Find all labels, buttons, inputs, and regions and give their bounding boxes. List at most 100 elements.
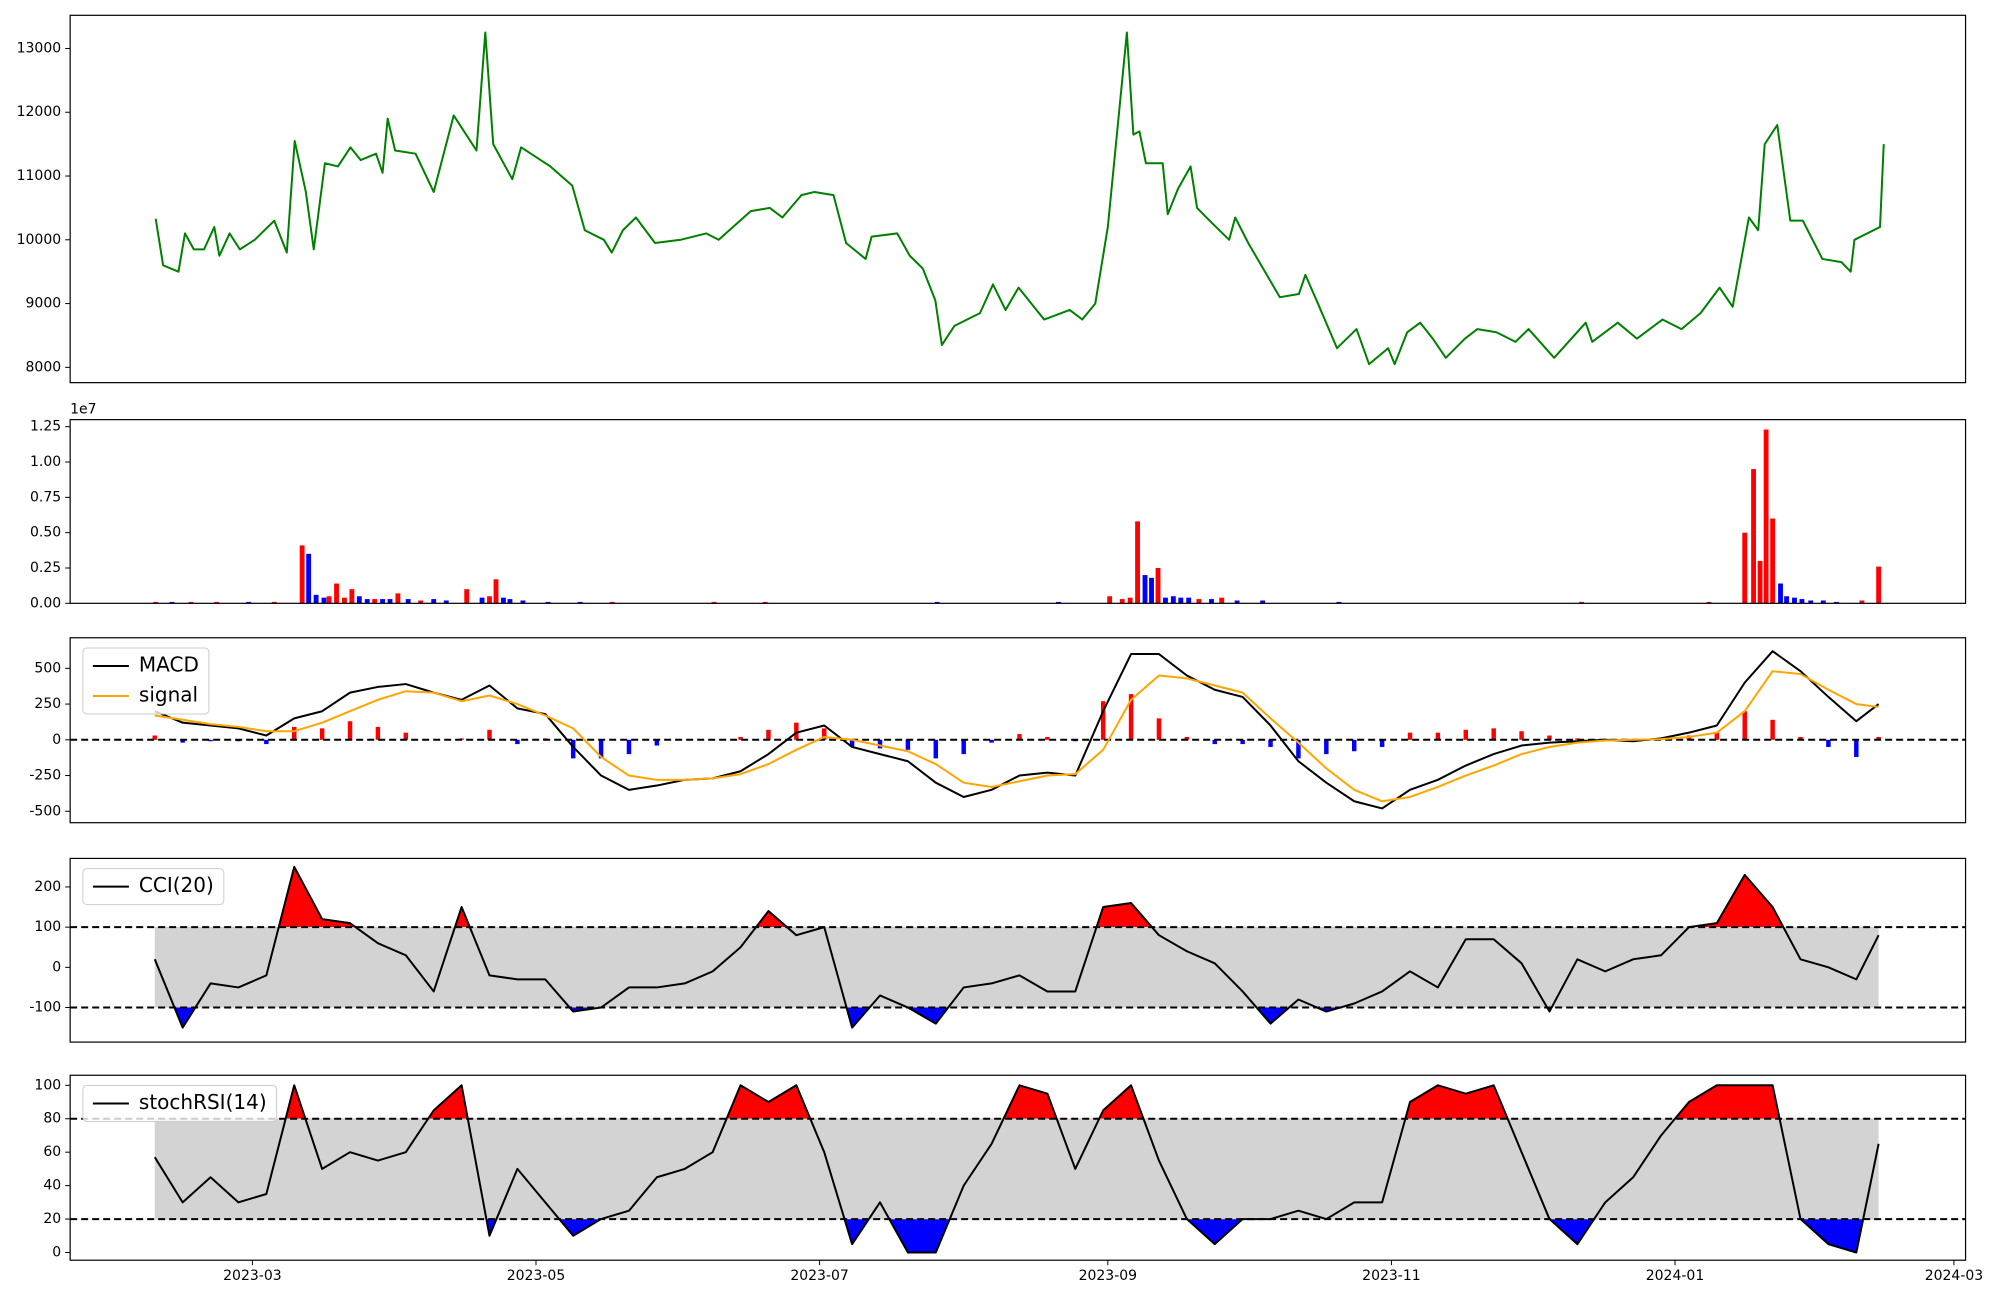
panel: -500 -250 0 250 500 MACD signal <box>29 637 1967 824</box>
histogram-bar <box>1547 735 1552 740</box>
histogram-bar <box>487 729 492 740</box>
histogram-bar <box>1128 694 1134 740</box>
histogram-bar <box>1379 739 1385 747</box>
bar <box>1107 596 1113 604</box>
y-tick-label: 0 <box>52 1245 61 1261</box>
y-tick-label: 13000 <box>17 40 62 56</box>
histogram-bar <box>180 739 185 743</box>
histogram-bar <box>821 728 827 740</box>
histogram-bar <box>1100 701 1106 740</box>
bar <box>1751 469 1756 604</box>
histogram-bar <box>515 739 520 745</box>
bar <box>153 601 159 604</box>
x-tick-label: 2023-11 <box>1362 1268 1421 1284</box>
histogram-bar <box>375 726 381 740</box>
bar <box>299 545 305 604</box>
y-tick-label: 100 <box>34 1077 61 1093</box>
y-tick-label: 60 <box>43 1144 61 1160</box>
bar <box>487 596 492 604</box>
y-tick-label: 0 <box>52 732 61 748</box>
panel: 8000 9000 10000 11000 12000 13000 <box>17 14 1967 384</box>
histogram-bar <box>403 732 409 740</box>
bar <box>169 601 175 604</box>
bar <box>1142 575 1148 604</box>
x-tick-label: 2023-05 <box>507 1268 566 1284</box>
y-tick-label: 80 <box>43 1111 61 1127</box>
y-tick-label: 250 <box>34 696 61 712</box>
legend <box>82 868 225 906</box>
y-tick-label: 9000 <box>26 296 62 312</box>
panel: 0 20 40 60 80 100 2023-03 2023-05 2023-07 2023-09… <box>34 1074 1983 1284</box>
y-tick-label: 20 <box>43 1211 61 1227</box>
line <box>153 865 1880 1029</box>
bar <box>1149 577 1154 604</box>
y-tick-label: -100 <box>29 1000 61 1016</box>
bar <box>1056 601 1061 604</box>
axes-frame <box>69 1074 1967 1261</box>
bar <box>1876 566 1882 604</box>
histogram-bar <box>1742 711 1747 740</box>
histogram-bar <box>766 729 771 740</box>
histogram-bar <box>626 739 632 755</box>
y-tick-label: 11000 <box>17 168 62 184</box>
bar <box>1260 600 1266 604</box>
bar <box>1579 601 1584 604</box>
y-tick-label: 0.00 <box>30 595 61 611</box>
line <box>154 670 1879 803</box>
histogram-bar <box>877 739 883 749</box>
histogram-bar <box>794 722 799 740</box>
histogram-bar <box>1017 734 1022 740</box>
histogram-bar <box>849 739 855 747</box>
bar <box>1859 600 1865 604</box>
histogram-bar <box>1463 729 1469 740</box>
histogram-bar <box>1854 739 1859 757</box>
bar <box>1757 560 1763 604</box>
histogram-bar <box>1240 739 1245 745</box>
axes-frame <box>69 857 1967 1043</box>
band <box>154 927 1879 1008</box>
line <box>154 31 1885 366</box>
bar <box>372 599 378 604</box>
bar <box>479 597 485 604</box>
y-tick-label: 10000 <box>17 232 62 248</box>
y-tick-label: 0.25 <box>30 560 61 576</box>
bar <box>321 597 327 604</box>
histogram-bar <box>1826 739 1831 747</box>
histogram-bar <box>961 739 966 755</box>
bar <box>1163 597 1168 604</box>
histogram-bar <box>1407 732 1413 740</box>
y-tick-label: -250 <box>29 768 61 784</box>
histogram-bar <box>598 739 604 759</box>
y-tick-label: 100 <box>34 919 61 935</box>
y-tick-label: 200 <box>34 879 61 895</box>
axes-frame <box>69 637 1967 824</box>
histogram-bar <box>1268 739 1273 747</box>
histogram-bar <box>319 728 325 740</box>
bar <box>349 589 355 604</box>
y-tick-label: 12000 <box>17 104 62 120</box>
bar <box>334 583 339 604</box>
histogram-bar <box>654 739 660 746</box>
bar <box>443 600 449 604</box>
bar <box>1155 567 1161 604</box>
bar <box>1209 599 1214 604</box>
legend-label: MACD <box>139 652 199 676</box>
bar <box>246 601 252 604</box>
y-tick-label: 40 <box>43 1178 61 1194</box>
above-fill <box>154 866 1879 928</box>
y-tick-label: -500 <box>29 803 61 819</box>
bar <box>711 601 717 604</box>
histogram-bar <box>933 739 939 759</box>
band <box>154 1118 1879 1220</box>
bar <box>520 600 526 604</box>
bar <box>1336 601 1342 604</box>
histogram-bar <box>1435 732 1441 740</box>
bar <box>387 599 393 604</box>
bar <box>934 601 940 604</box>
histogram-bar <box>1714 732 1720 740</box>
bar <box>545 601 551 604</box>
panel: -100 0 100 200 CCI(20) <box>29 857 1967 1043</box>
bar <box>405 599 411 604</box>
histogram-bar <box>570 739 576 759</box>
